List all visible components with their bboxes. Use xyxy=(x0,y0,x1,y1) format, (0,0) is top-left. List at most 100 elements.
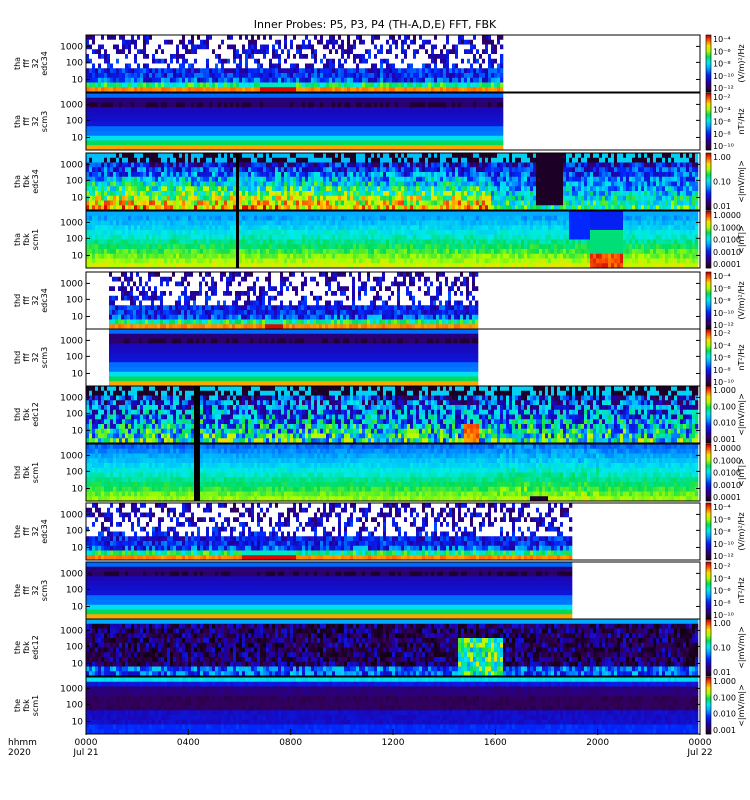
spectrogram-cell xyxy=(476,98,479,103)
spectrogram-cell xyxy=(293,98,296,103)
spectrogram-cell xyxy=(347,131,350,136)
spectrogram-cell xyxy=(407,35,410,40)
spectrogram-cell xyxy=(410,49,413,54)
spectrogram-cell xyxy=(239,177,242,182)
spectrogram-cell xyxy=(260,98,263,103)
spectrogram-cell xyxy=(245,167,248,172)
spectrogram-cell xyxy=(131,107,134,112)
spectrogram-cell xyxy=(251,64,254,69)
spectrogram-cell xyxy=(176,40,179,45)
spectrogram-cell xyxy=(404,54,407,59)
spectrogram-cell xyxy=(356,98,359,103)
spectrogram-cell xyxy=(266,35,269,40)
spectrogram-cell xyxy=(179,83,182,88)
spectrogram-cell xyxy=(476,35,479,40)
spectrogram-cell xyxy=(320,163,323,168)
spectrogram-cell xyxy=(224,126,227,131)
spectrogram-cell xyxy=(302,103,305,108)
spectrogram-cell xyxy=(464,78,467,83)
spectrogram-cell xyxy=(368,177,371,182)
spectrogram-cell xyxy=(308,186,311,191)
spectrogram-cell xyxy=(476,131,479,136)
spectrogram-cell xyxy=(365,40,368,45)
spectrogram-cell xyxy=(359,54,362,59)
spectrogram-cell xyxy=(335,107,338,112)
spectrogram-cell xyxy=(365,182,368,187)
spectrogram-cell xyxy=(398,186,401,191)
spectrogram-cell xyxy=(239,64,242,69)
spectrogram-cell xyxy=(452,153,455,158)
spectrogram-cell xyxy=(92,186,95,191)
spectrogram-cell xyxy=(167,49,170,54)
spectrogram-cell xyxy=(284,64,287,69)
spectrogram-cell xyxy=(494,35,497,40)
spectrogram-cell xyxy=(443,186,446,191)
spectrogram-cell xyxy=(203,201,206,206)
spectrogram-cell xyxy=(128,141,131,146)
spectrogram-cell xyxy=(482,49,485,54)
spectrogram-cell xyxy=(356,172,359,177)
spectrogram-cell xyxy=(443,163,446,168)
spectrogram-cell xyxy=(146,117,149,122)
spectrogram-cell xyxy=(452,112,455,117)
spectrogram-cell xyxy=(194,98,197,103)
spectrogram-cell xyxy=(443,78,446,83)
spectrogram-cell xyxy=(191,59,194,64)
spectrogram-cell xyxy=(281,35,284,40)
spectrogram-cell xyxy=(95,158,98,163)
spectrogram-cell xyxy=(227,136,230,141)
spectrogram-cell xyxy=(242,172,245,177)
spectrogram-cell xyxy=(194,131,197,136)
spectrogram-cell xyxy=(170,172,173,177)
spectrogram-cell xyxy=(152,163,155,168)
spectrogram-cell xyxy=(263,78,266,83)
spectrogram-cell xyxy=(473,40,476,45)
spectrogram-cell xyxy=(284,73,287,78)
spectrogram-cell xyxy=(191,153,194,158)
spectrogram-cell xyxy=(233,141,236,146)
spectrogram-cell xyxy=(410,59,413,64)
spectrogram-cell xyxy=(464,177,467,182)
spectrogram-cell xyxy=(335,196,338,201)
spectrogram-cell xyxy=(176,126,179,131)
spectrogram-cell xyxy=(326,141,329,146)
spectrogram-cell xyxy=(338,93,341,98)
spectrogram-cell xyxy=(203,196,206,201)
spectrogram-cell xyxy=(428,49,431,54)
spectrogram-cell xyxy=(257,45,260,50)
spectrogram-cell xyxy=(200,163,203,168)
spectrogram-cell xyxy=(293,172,296,177)
spectrogram-cell xyxy=(98,45,101,50)
spectrogram-cell xyxy=(365,186,368,191)
spectrogram-cell xyxy=(317,122,320,127)
spectrogram-cell xyxy=(185,93,188,98)
colorbar-tick-label: 10⁻¹² xyxy=(713,84,734,93)
spectrogram-cell xyxy=(290,64,293,69)
spectrogram-cell xyxy=(122,182,125,187)
spectrogram-cell xyxy=(326,126,329,131)
spectrogram-cell xyxy=(299,35,302,40)
spectrogram-cell xyxy=(392,122,395,127)
spectrogram-cell xyxy=(257,141,260,146)
spectrogram-cell xyxy=(356,40,359,45)
spectrogram-cell xyxy=(488,93,491,98)
spectrogram-cell xyxy=(329,191,332,196)
spectrogram-cell xyxy=(212,83,215,88)
spectrogram-cell xyxy=(347,141,350,146)
spectrogram-cell xyxy=(281,54,284,59)
spectrogram-cell xyxy=(92,131,95,136)
spectrogram-cell xyxy=(257,112,260,117)
spectrogram-cell xyxy=(173,182,176,187)
spectrogram-cell xyxy=(293,103,296,108)
spectrogram-cell xyxy=(374,35,377,40)
spectrogram-cell xyxy=(218,49,221,54)
spectrogram-cell xyxy=(323,196,326,201)
spectrogram-cell xyxy=(149,40,152,45)
spectrogram-cell xyxy=(386,107,389,112)
spectrogram-cell xyxy=(446,49,449,54)
spectrogram-cell xyxy=(317,107,320,112)
spectrogram-cell xyxy=(446,182,449,187)
spectrogram-cell xyxy=(398,49,401,54)
spectrogram-cell xyxy=(314,98,317,103)
spectrogram-cell xyxy=(302,45,305,50)
